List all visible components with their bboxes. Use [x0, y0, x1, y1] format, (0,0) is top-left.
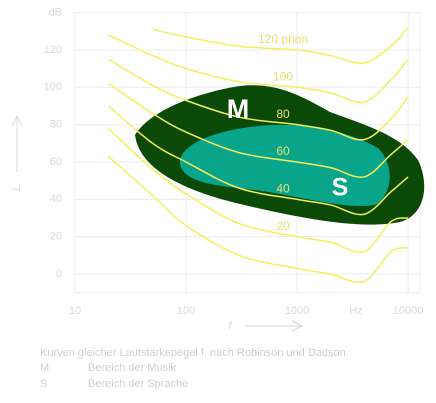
contour-label: 40 — [276, 182, 290, 196]
y-tick-label: 0 — [56, 268, 62, 280]
x-axis-label: f — [228, 320, 232, 332]
y-tick-label: 20 — [50, 231, 62, 243]
contour-line — [108, 34, 409, 104]
region-label: M — [227, 94, 250, 124]
y-tick-label: dB — [49, 7, 62, 19]
contour-label: 60 — [276, 144, 290, 158]
contour-line — [107, 155, 409, 284]
y-axis-label: L — [11, 185, 23, 191]
contour-line — [108, 82, 409, 178]
y-tick-label: 40 — [50, 193, 62, 205]
x-tick-label: 100 — [177, 305, 195, 317]
x-tick-label: 1000 — [285, 305, 309, 317]
legend-key: S — [40, 378, 47, 390]
contour-line — [108, 58, 409, 141]
x-arrow — [245, 320, 304, 332]
caption: Kurven gleicher Lautstärkepegel f. nach … — [40, 347, 346, 359]
legend-text: Bereich der Sprache — [88, 378, 188, 390]
contour-label: 120 phon — [258, 32, 308, 46]
y-arrow — [11, 114, 23, 172]
contour-line — [107, 105, 409, 216]
contour-label: 20 — [276, 219, 290, 233]
x-tick-label: 10000 — [393, 305, 424, 317]
y-tick-label: 100 — [44, 81, 62, 93]
legend-text: Bereich der Musik — [88, 362, 177, 374]
curves: 120 phon 100 80 60 40 20 — [107, 27, 409, 284]
y-tick-label: 80 — [50, 119, 62, 131]
y-tick-label: 120 — [44, 44, 62, 56]
contour-label: 100 — [273, 69, 293, 83]
region-label: S — [332, 174, 349, 202]
x-tick-label: 10 — [69, 305, 81, 317]
contour-line — [152, 27, 409, 64]
contour-line — [107, 127, 409, 254]
x-unit: Hz — [349, 305, 362, 317]
y-tick-label: 60 — [50, 156, 62, 168]
contour-label: 80 — [276, 107, 290, 121]
legend-key: M — [40, 362, 49, 374]
